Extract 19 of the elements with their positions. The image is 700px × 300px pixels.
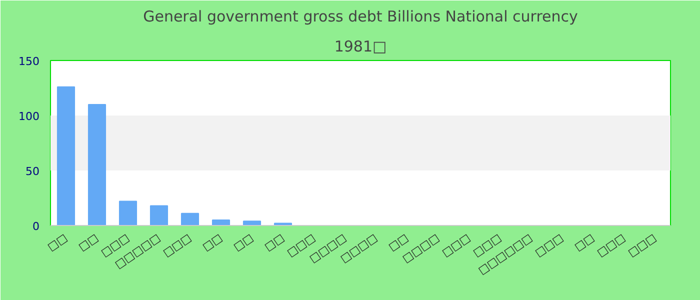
bar <box>242 220 262 226</box>
bar <box>56 86 76 226</box>
bar <box>180 212 200 226</box>
bar <box>118 200 138 226</box>
bar <box>212 220 230 226</box>
chart-title: General government gross debt Billions National currency <box>143 8 578 26</box>
x-tick-label: □□ <box>76 231 101 254</box>
x-tick-label: □□ <box>45 231 70 254</box>
x-tick-label: □□ <box>572 231 597 254</box>
chart-subtitle: 1981□ <box>334 38 387 56</box>
y-tick-label: 150 <box>18 55 40 68</box>
y-tick-label: 0 <box>32 220 40 233</box>
y-tick-label: 50 <box>26 165 40 178</box>
y-tick-label: 100 <box>18 110 40 123</box>
x-tick-label: □□ <box>262 231 287 254</box>
x-tick-label: □□ <box>231 231 256 254</box>
bar <box>150 205 168 226</box>
x-tick-label: □□ <box>200 231 225 254</box>
bar <box>88 104 106 226</box>
